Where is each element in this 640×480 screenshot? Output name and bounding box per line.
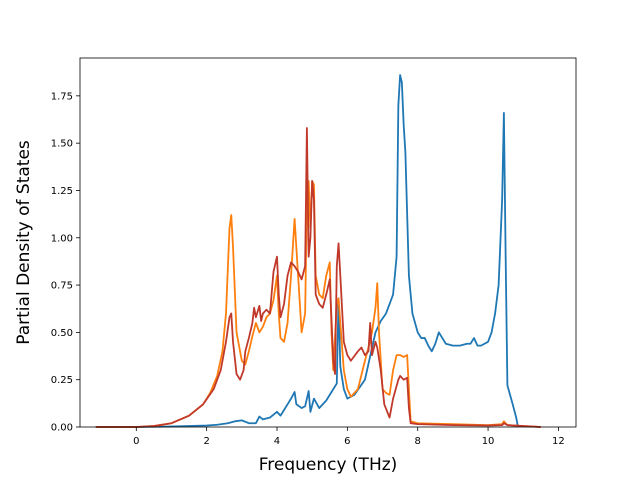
y-tick-label: 0.75 <box>51 281 73 292</box>
x-tick-label: 6 <box>344 436 350 447</box>
x-tick-label: 2 <box>203 436 209 447</box>
series-line-3 <box>95 127 541 428</box>
x-tick-label: 10 <box>482 436 495 447</box>
y-tick-label: 0.50 <box>51 328 73 339</box>
x-tick-label: 8 <box>415 436 421 447</box>
y-tick-label: 0.25 <box>51 375 73 386</box>
x-axis-title: Frequency (THz) <box>259 455 398 475</box>
x-axis-ticks: 0 2 4 6 8 10 12 <box>133 427 565 447</box>
x-tick-label: 12 <box>552 436 565 447</box>
x-tick-label: 0 <box>133 436 139 447</box>
y-tick-label: 1.00 <box>51 233 73 244</box>
series-line-1 <box>95 74 519 428</box>
plot-lines <box>95 74 541 428</box>
y-tick-label: 0.00 <box>51 423 73 434</box>
y-tick-label: 1.50 <box>51 139 73 150</box>
y-tick-label: 1.25 <box>51 186 73 197</box>
series-line-2 <box>95 180 541 428</box>
y-axis-ticks: 0.00 0.25 0.50 0.75 1.00 1.25 1.50 1.75 <box>51 91 80 434</box>
y-axis-title: Partial Density of States <box>14 140 34 345</box>
x-tick-label: 4 <box>274 436 280 447</box>
plot-frame <box>79 57 577 428</box>
y-tick-label: 1.75 <box>51 91 73 102</box>
